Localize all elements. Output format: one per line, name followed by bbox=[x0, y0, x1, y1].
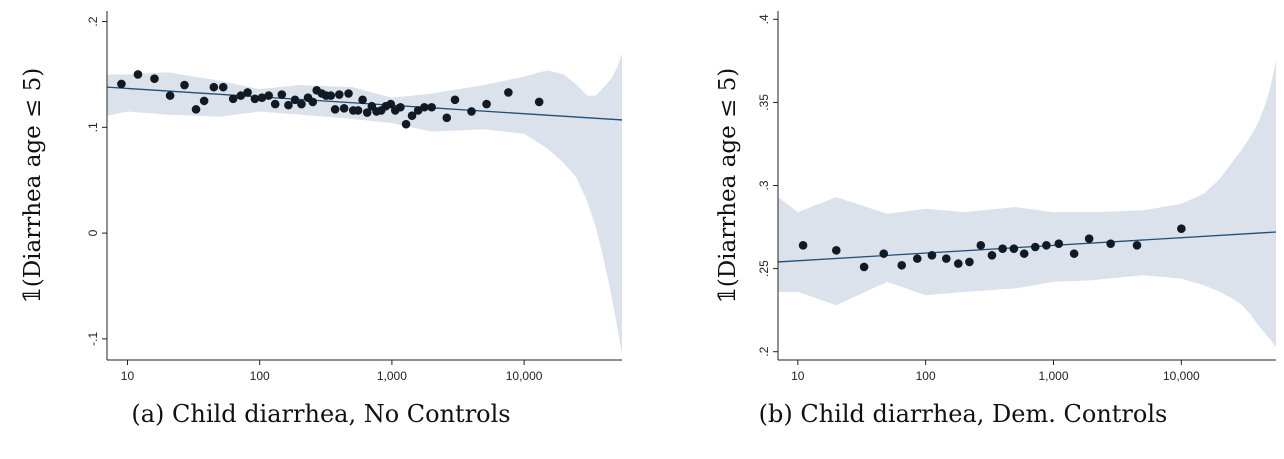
data-point bbox=[953, 259, 963, 268]
data-point bbox=[1177, 224, 1186, 234]
data-point bbox=[912, 254, 922, 263]
data-point bbox=[362, 108, 372, 117]
y-tick-label: -.1 bbox=[86, 332, 100, 346]
data-point bbox=[442, 113, 452, 123]
x-tick-label: 10 bbox=[121, 369, 135, 383]
data-point bbox=[243, 88, 252, 97]
data-point bbox=[534, 97, 544, 107]
data-point bbox=[427, 102, 437, 112]
data-point bbox=[1042, 241, 1051, 250]
chart-panel-b: .4 .35 .3 .25 .2 10 100 1,000 10,000 𝟙(Diarrhea a… bbox=[642, 0, 1284, 459]
data-point bbox=[831, 246, 841, 255]
y-tick-label: .35 bbox=[757, 94, 771, 111]
data-point bbox=[1106, 239, 1115, 248]
data-point bbox=[420, 102, 429, 112]
data-point bbox=[987, 251, 997, 260]
data-point bbox=[1009, 244, 1019, 253]
data-point bbox=[117, 79, 126, 89]
data-point bbox=[284, 100, 293, 110]
chart-panel-a: .2 .1 0 -.1 10 100 1,000 10,000 𝟙(Diarrhea age ≤… bbox=[20, 11, 623, 428]
data-point bbox=[407, 111, 417, 120]
data-point bbox=[257, 93, 267, 103]
data-point bbox=[859, 262, 869, 272]
data-point bbox=[1084, 234, 1094, 243]
data-point bbox=[976, 241, 986, 250]
data-point bbox=[998, 244, 1007, 253]
x-tick-label: 100 bbox=[916, 369, 936, 383]
data-point bbox=[250, 94, 260, 104]
data-point bbox=[897, 260, 907, 270]
data-point bbox=[344, 89, 353, 98]
data-point bbox=[228, 94, 238, 104]
chart-a-plot: .2 .1 0 -.1 10 100 1,000 10,000 𝟙(Diarrhea age ≤… bbox=[20, 11, 623, 383]
y-tick-label: .2 bbox=[86, 16, 100, 26]
data-point bbox=[339, 103, 349, 113]
data-point bbox=[1019, 249, 1029, 258]
y-tick-label: .1 bbox=[86, 122, 100, 132]
chart-b-caption: (b) Child diarrhea, Dem. Controls bbox=[758, 400, 1168, 428]
data-point bbox=[504, 88, 513, 97]
data-point bbox=[209, 82, 219, 92]
data-point bbox=[941, 254, 951, 263]
data-point bbox=[199, 96, 209, 106]
data-point bbox=[353, 106, 363, 115]
data-point bbox=[326, 91, 336, 100]
data-point bbox=[218, 82, 228, 92]
confidence-band bbox=[107, 53, 622, 355]
data-point bbox=[308, 97, 318, 107]
x-tick-label: 1,000 bbox=[1038, 369, 1068, 383]
data-point bbox=[191, 105, 201, 114]
y-tick-label: .4 bbox=[757, 14, 771, 24]
chart-a-caption: (a) Child diarrhea, No Controls bbox=[131, 400, 511, 428]
y-axis-label: 𝟙(Diarrhea age ≤ 5) bbox=[715, 68, 741, 303]
data-point bbox=[927, 251, 937, 260]
data-point bbox=[879, 249, 889, 258]
data-point bbox=[401, 119, 411, 129]
data-point bbox=[1054, 239, 1064, 248]
data-point bbox=[264, 91, 274, 100]
y-tick-label: 0 bbox=[86, 229, 100, 236]
y-tick-label: .2 bbox=[757, 346, 771, 356]
x-tick-label: 10,000 bbox=[506, 369, 543, 383]
data-point bbox=[270, 99, 280, 109]
data-point bbox=[1069, 249, 1079, 258]
data-point bbox=[180, 80, 189, 90]
data-point bbox=[482, 99, 491, 109]
data-point bbox=[396, 102, 405, 112]
x-tick-label: 100 bbox=[250, 369, 270, 383]
fit-line bbox=[777, 231, 1277, 263]
y-tick-label: .25 bbox=[757, 260, 771, 277]
data-point bbox=[290, 95, 300, 105]
chart-b-plot: .4 .35 .3 .25 .2 10 100 1,000 10,000 𝟙(Diarrhea a… bbox=[715, 11, 1277, 383]
x-tick-label: 10,000 bbox=[1163, 369, 1200, 383]
data-point bbox=[386, 99, 396, 109]
y-axis-label: 𝟙(Diarrhea age ≤ 5) bbox=[20, 68, 46, 303]
data-point bbox=[133, 70, 143, 79]
confidence-band bbox=[778, 60, 1276, 347]
y-tick-label: .3 bbox=[757, 180, 771, 190]
data-point bbox=[358, 95, 367, 105]
data-point bbox=[1030, 242, 1040, 252]
data-point bbox=[165, 91, 175, 100]
data-point bbox=[965, 257, 974, 267]
data-point bbox=[297, 99, 306, 109]
data-point bbox=[450, 95, 460, 105]
data-point bbox=[150, 74, 159, 83]
data-point bbox=[1132, 241, 1142, 250]
data-point bbox=[467, 107, 476, 116]
data-point bbox=[277, 90, 287, 99]
data-point bbox=[236, 91, 246, 100]
data-point bbox=[330, 105, 340, 114]
data-point bbox=[334, 90, 344, 99]
x-tick-label: 10 bbox=[791, 369, 805, 383]
data-point bbox=[798, 241, 808, 250]
x-tick-label: 1,000 bbox=[377, 369, 407, 383]
